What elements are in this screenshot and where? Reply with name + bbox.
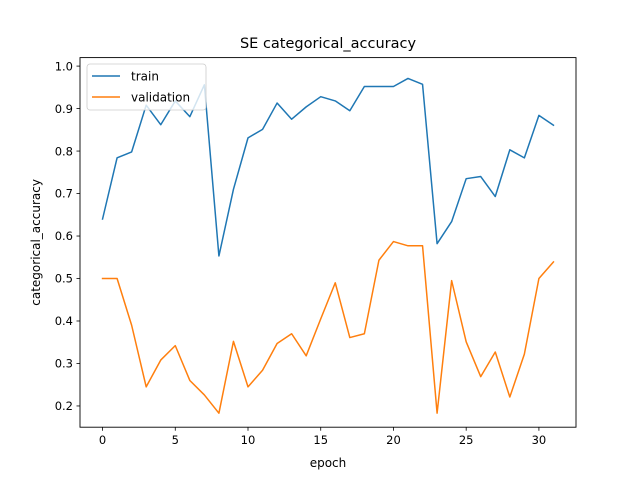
y-tick-label: 0.7 bbox=[55, 187, 73, 201]
series-line-validation bbox=[101, 240, 555, 414]
y-tick-label: 1.0 bbox=[55, 59, 73, 73]
x-tick-label: 15 bbox=[313, 433, 328, 447]
y-tick-label: 0.3 bbox=[55, 357, 73, 371]
y-tick-label: 0.8 bbox=[55, 144, 73, 158]
x-tick-label: 10 bbox=[241, 433, 256, 447]
y-tick-label: 0.5 bbox=[55, 272, 73, 286]
plot-frame bbox=[79, 57, 577, 428]
legend-label-validation: validation bbox=[131, 90, 190, 104]
y-axis-label: categorical_accuracy bbox=[29, 179, 43, 306]
x-tick-label: 5 bbox=[172, 433, 179, 447]
x-tick-label: 20 bbox=[386, 433, 401, 447]
y-tick-label: 0.9 bbox=[55, 102, 73, 116]
legend-label-train: train bbox=[131, 69, 159, 83]
y-tick-label: 0.2 bbox=[55, 399, 73, 413]
legend: train validation bbox=[86, 63, 207, 111]
x-axis-label: epoch bbox=[310, 456, 347, 470]
x-tick-label: 25 bbox=[459, 433, 474, 447]
y-tick-label: 0.6 bbox=[55, 229, 73, 243]
chart-title: SE categorical_accuracy bbox=[240, 36, 416, 52]
y-tick-label: 0.4 bbox=[55, 314, 73, 328]
x-tick-label: 30 bbox=[532, 433, 547, 447]
x-tick-label: 0 bbox=[99, 433, 106, 447]
